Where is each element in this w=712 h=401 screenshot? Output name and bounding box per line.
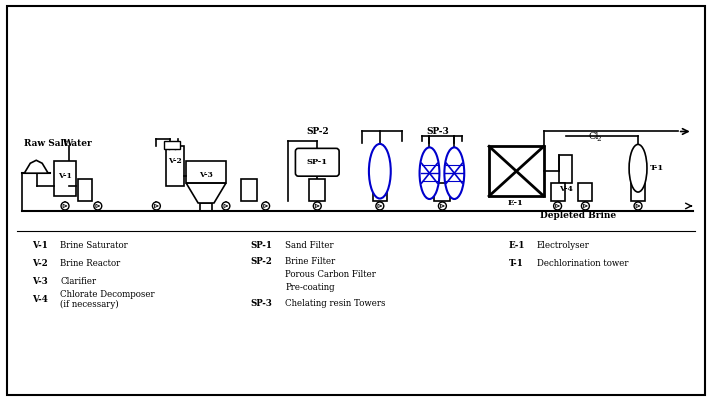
Bar	[186, 161, 226, 183]
Polygon shape	[155, 205, 158, 208]
Bar	[434, 183, 451, 201]
Bar	[241, 179, 257, 201]
Text: SP-1: SP-1	[251, 241, 273, 250]
Text: V-3: V-3	[199, 171, 213, 179]
Text: Brine Reactor: Brine Reactor	[60, 259, 120, 268]
Text: V-3: V-3	[32, 277, 48, 286]
Bar	[373, 183, 387, 201]
Text: V-2: V-2	[168, 157, 182, 165]
Text: Raw Salt: Raw Salt	[24, 139, 68, 148]
Text: Cl: Cl	[588, 132, 599, 141]
Polygon shape	[263, 205, 268, 208]
Bar	[578, 183, 592, 201]
Text: 2: 2	[597, 136, 601, 144]
Text: Brine Filter: Brine Filter	[286, 257, 336, 266]
Text: E-1: E-1	[509, 241, 525, 250]
Text: Water: Water	[62, 139, 92, 148]
Text: Brine Saturator: Brine Saturator	[60, 241, 128, 250]
Text: SP-3: SP-3	[426, 127, 449, 136]
Text: Clarifier: Clarifier	[60, 277, 96, 286]
Bar	[559, 155, 572, 183]
Text: SP-1: SP-1	[307, 158, 328, 166]
Text: Pre-coating: Pre-coating	[286, 283, 335, 292]
Polygon shape	[636, 205, 640, 208]
Text: SP-2: SP-2	[251, 257, 273, 266]
Polygon shape	[315, 205, 319, 208]
Text: Porous Carbon Filter: Porous Carbon Filter	[286, 270, 377, 279]
Ellipse shape	[629, 144, 647, 192]
Circle shape	[261, 202, 270, 210]
Bar	[200, 203, 212, 211]
Bar	[550, 183, 565, 201]
Text: Sand Filter: Sand Filter	[286, 241, 334, 250]
Text: T-1: T-1	[650, 164, 664, 172]
Text: V-4: V-4	[559, 185, 572, 193]
Circle shape	[439, 202, 446, 210]
Text: Depleted Brine: Depleted Brine	[540, 211, 617, 221]
Polygon shape	[24, 160, 48, 173]
Polygon shape	[378, 205, 382, 208]
Text: V-1: V-1	[58, 172, 72, 180]
Text: SP-3: SP-3	[251, 299, 273, 308]
Polygon shape	[224, 205, 228, 208]
Text: Dechlorination tower: Dechlorination tower	[537, 259, 628, 268]
Text: SP-2: SP-2	[306, 127, 329, 136]
Text: T-1: T-1	[509, 259, 524, 268]
FancyBboxPatch shape	[295, 148, 339, 176]
Circle shape	[554, 202, 562, 210]
Bar	[631, 183, 645, 201]
Circle shape	[94, 202, 102, 210]
Polygon shape	[63, 205, 67, 208]
Text: V-1: V-1	[32, 241, 48, 250]
Circle shape	[222, 202, 230, 210]
Text: Chelating resin Towers: Chelating resin Towers	[286, 299, 386, 308]
Bar	[167, 146, 184, 186]
Polygon shape	[96, 205, 100, 208]
Bar	[78, 179, 92, 201]
Circle shape	[582, 202, 590, 210]
Circle shape	[376, 202, 384, 210]
Bar	[489, 146, 544, 196]
Circle shape	[61, 202, 69, 210]
Bar	[164, 142, 180, 149]
Polygon shape	[583, 205, 587, 208]
Polygon shape	[555, 205, 560, 208]
Text: V-2: V-2	[32, 259, 48, 268]
Bar	[309, 179, 325, 201]
Ellipse shape	[444, 148, 464, 199]
Circle shape	[152, 202, 160, 210]
Bar	[54, 161, 76, 196]
Text: E-1: E-1	[508, 199, 524, 207]
Polygon shape	[186, 183, 226, 203]
FancyBboxPatch shape	[7, 6, 705, 395]
Text: Chlorate Decomposer
(if necessary): Chlorate Decomposer (if necessary)	[60, 290, 155, 309]
Text: V-4: V-4	[32, 295, 48, 304]
Polygon shape	[441, 205, 444, 208]
Ellipse shape	[369, 144, 391, 198]
Circle shape	[634, 202, 642, 210]
Text: Electrolyser: Electrolyser	[537, 241, 590, 250]
Circle shape	[313, 202, 321, 210]
Ellipse shape	[419, 148, 439, 199]
